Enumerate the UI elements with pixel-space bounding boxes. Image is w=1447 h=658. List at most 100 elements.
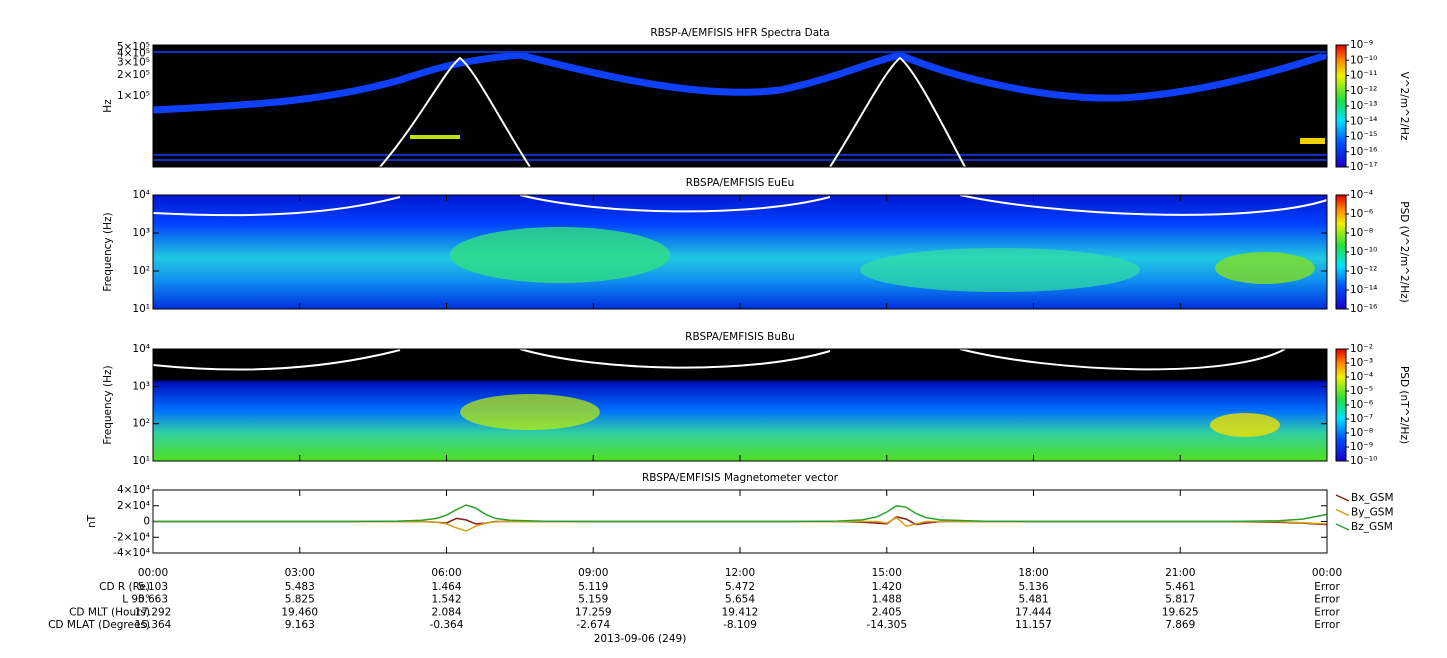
colorbar-label: V^2/m^2/Hz — [1398, 72, 1410, 141]
x-tick-label: 00:00 — [138, 567, 168, 579]
y-tick-label: 10³ — [132, 227, 150, 239]
row-value: 11.157 — [1015, 619, 1052, 631]
row-value: Error — [1314, 619, 1340, 631]
y-axis-label: Frequency (Hz) — [102, 365, 114, 444]
row-value: Error — [1314, 581, 1340, 593]
legend-swatch — [1335, 508, 1350, 517]
row-label: L 90° — [122, 594, 150, 606]
row-value: 5.654 — [725, 594, 755, 606]
colorbar-tick-label: 10⁻¹⁷ — [1350, 161, 1377, 173]
y-tick-label: 10³ — [132, 380, 150, 392]
colorbar-tick-label: 10⁻¹⁰ — [1350, 54, 1377, 66]
colorbar — [1335, 194, 1347, 310]
colorbar — [1335, 44, 1347, 168]
y-axis-label: Hz — [102, 99, 114, 113]
row-value: 2.405 — [872, 606, 902, 618]
colorbar-tick-label: 10⁻⁶ — [1350, 399, 1373, 411]
row-value: 19.412 — [722, 606, 759, 618]
row-value: 7.869 — [1165, 619, 1195, 631]
spectrogram-image — [152, 348, 1327, 461]
colorbar-tick-label: 10⁻¹⁶ — [1350, 303, 1377, 315]
row-value: 5.663 — [138, 594, 168, 606]
row-value: Error — [1314, 606, 1340, 618]
panel-title: RBSPA/EMFISIS Magnetometer vector — [642, 472, 839, 484]
plot-frame — [152, 348, 1328, 462]
legend-label: Bx_GSM — [1351, 492, 1394, 504]
row-value: 9.163 — [285, 619, 315, 631]
colorbar-tick-label: 10⁻¹⁰ — [1350, 246, 1377, 258]
y-tick-label: 3×10⁵ — [117, 56, 150, 68]
row-value: 19.460 — [281, 606, 318, 618]
y-tick-label: 10¹ — [132, 455, 150, 467]
row-value: 5.817 — [1165, 594, 1195, 606]
colorbar-tick-label: 10⁻⁹ — [1350, 441, 1373, 453]
colorbar-tick-label: 10⁻⁸ — [1350, 427, 1373, 439]
row-value: 5.481 — [1018, 594, 1048, 606]
colorbar-tick-label: 10⁻¹⁴ — [1350, 115, 1377, 127]
plot-frame — [152, 44, 1328, 168]
x-axis-label: 2013-09-06 (249) — [594, 633, 687, 645]
row-label: CD MLT (Hours) — [69, 606, 150, 618]
row-value: 2.084 — [431, 606, 461, 618]
x-tick-label: 21:00 — [1165, 567, 1195, 579]
y-tick-label: 2×10⁴ — [117, 500, 150, 512]
y-tick-label: 5×10⁵ — [117, 41, 150, 53]
row-value: 5.159 — [578, 594, 608, 606]
colorbar-tick-label: 10⁻¹² — [1350, 265, 1377, 277]
row-value: 1.488 — [872, 594, 902, 606]
row-value: Error — [1314, 594, 1340, 606]
spectrogram-image — [152, 45, 1329, 168]
x-tick-label: 00:00 — [1312, 567, 1342, 579]
y-axis-label: nT — [86, 514, 98, 528]
x-tick-label: 12:00 — [725, 567, 755, 579]
row-value: 19.625 — [1162, 606, 1199, 618]
y-tick-label: 10¹ — [132, 303, 150, 315]
row-value: 17.444 — [1015, 606, 1052, 618]
series-line — [153, 516, 1328, 532]
y-tick-label: 4×10⁵ — [117, 48, 150, 60]
colorbar-tick-label: 10⁻² — [1350, 343, 1373, 355]
colorbar-tick-label: 10⁻¹² — [1350, 85, 1377, 97]
row-value: 17.292 — [135, 606, 172, 618]
row-value: 5.136 — [1018, 581, 1048, 593]
spectrogram-image — [152, 194, 1328, 309]
colorbar-tick-label: 10⁻¹¹ — [1350, 70, 1377, 82]
legend-swatch — [1335, 523, 1350, 531]
colorbar-tick-label: 10⁻⁹ — [1350, 39, 1373, 51]
colorbar — [1335, 348, 1347, 462]
y-tick-label: 2×10⁵ — [117, 69, 150, 81]
row-label: CD R (Re) — [99, 581, 150, 593]
colorbar-tick-label: 10⁻¹⁶ — [1350, 146, 1377, 158]
legend-swatch — [1335, 494, 1350, 502]
legend-label: Bz_GSM — [1351, 521, 1393, 533]
x-tick-label: 18:00 — [1018, 567, 1048, 579]
y-tick-label: 10⁴ — [132, 343, 150, 355]
colorbar-tick-label: 10⁻⁸ — [1350, 227, 1373, 239]
colorbar-tick-label: 10⁻³ — [1350, 357, 1373, 369]
y-axis-label: Frequency (Hz) — [102, 212, 114, 291]
row-value: 5.472 — [725, 581, 755, 593]
colorbar-tick-label: 10⁻⁴ — [1350, 189, 1373, 201]
colorbar-tick-label: 10⁻¹⁴ — [1350, 284, 1377, 296]
y-tick-label: 10⁴ — [132, 189, 150, 201]
row-value: 5.103 — [138, 581, 168, 593]
row-value: -2.674 — [576, 619, 610, 631]
row-value: -0.364 — [430, 619, 464, 631]
series-line — [153, 504, 1328, 523]
y-tick-label: 1×10⁵ — [117, 90, 150, 102]
panel-title: RBSPA/EMFISIS EuEu — [686, 177, 795, 189]
colorbar-tick-label: 10⁻⁵ — [1350, 385, 1373, 397]
legend-label: By_GSM — [1351, 507, 1394, 519]
plot-frame — [152, 194, 1328, 310]
colorbar-tick-label: 10⁻¹⁵ — [1350, 131, 1377, 143]
plot-frame — [152, 489, 1328, 554]
row-value: 5.461 — [1165, 581, 1195, 593]
row-label: CD MLAT (Degrees) — [48, 619, 150, 631]
y-tick-label: 4×10⁴ — [117, 484, 150, 496]
colorbar-tick-label: 10⁻⁷ — [1350, 413, 1373, 425]
y-tick-label: -2×10⁴ — [113, 531, 150, 543]
y-tick-label: -4×10⁴ — [113, 547, 150, 559]
row-value: 5.119 — [578, 581, 608, 593]
row-value: 17.259 — [575, 606, 612, 618]
